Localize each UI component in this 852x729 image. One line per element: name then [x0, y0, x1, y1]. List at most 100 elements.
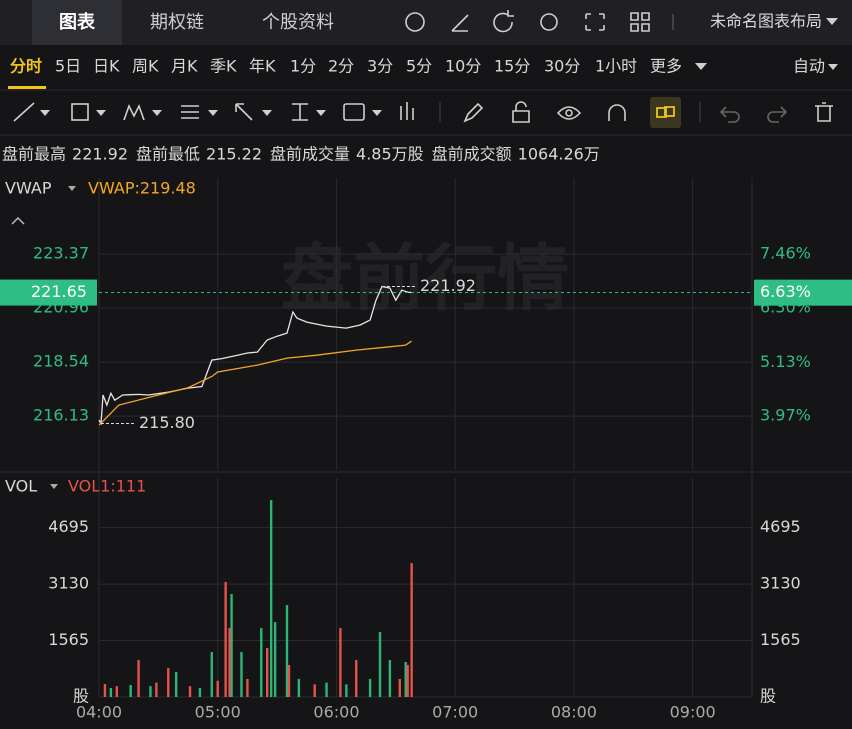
x-tick-label: 04:00: [76, 703, 122, 722]
icon[interactable]: [13, 102, 35, 122]
icon[interactable]: [463, 102, 484, 123]
top-icons[interactable]: [405, 10, 838, 70]
interval[interactable]: 3分: [367, 57, 393, 76]
x-tick-label: 06:00: [313, 703, 359, 722]
icon[interactable]: [400, 102, 414, 120]
interval[interactable]: 日K: [93, 57, 120, 76]
volume-bar: [378, 632, 382, 697]
y-tick-label: 216.13: [33, 406, 89, 425]
icon[interactable]: [71, 103, 89, 121]
interval[interactable]: 分时: [10, 57, 42, 76]
icon[interactable]: [235, 103, 253, 121]
interval[interactable]: 1小时: [595, 57, 637, 76]
volume-bar: [129, 685, 132, 697]
volume-bar: [210, 652, 213, 697]
scale-mode[interactable]: 自动: [793, 57, 825, 76]
stat-value: 221.92: [72, 145, 128, 164]
last-change-label: 6.63%: [760, 282, 811, 301]
indicator-name[interactable]: VWAP: [5, 179, 52, 198]
icon[interactable]: [493, 10, 514, 33]
dropdown-arrow[interactable]: [68, 186, 76, 191]
volume-bar: [149, 686, 152, 697]
volume-bar: [285, 605, 289, 697]
indicator-legend: VWAP:219.48: [88, 179, 196, 198]
volume-bar: [313, 684, 316, 697]
volume-bar: [339, 628, 342, 697]
interval[interactable]: 5分: [406, 57, 432, 76]
icon[interactable]: [512, 101, 530, 123]
indicator-name[interactable]: VOL: [5, 477, 37, 496]
icon[interactable]: [608, 104, 626, 121]
dropdown-arrow: [372, 110, 382, 116]
last-change-box: [754, 279, 852, 306]
icon[interactable]: [405, 12, 425, 32]
icon[interactable]: [585, 13, 605, 31]
tab[interactable]: 期权链: [150, 12, 204, 33]
volume-bar: [198, 687, 202, 697]
x-tick-label: 07:00: [432, 703, 478, 722]
interval[interactable]: 2分: [328, 57, 354, 76]
dropdown-arrow[interactable]: [50, 484, 58, 489]
tab[interactable]: 个股资料: [262, 12, 334, 33]
volume-bar: [228, 628, 231, 697]
y-tick-label: 3130: [48, 574, 89, 593]
interval[interactable]: 年K: [249, 57, 276, 76]
tab[interactable]: 图表: [59, 11, 96, 33]
icon[interactable]: [556, 106, 582, 120]
volume-bar: [325, 682, 328, 697]
interval[interactable]: 周K: [132, 57, 159, 76]
interval[interactable]: 5日: [55, 57, 81, 76]
icon[interactable]: [719, 106, 740, 123]
volume-bar: [109, 687, 113, 697]
volume-bar: [410, 563, 413, 697]
icon[interactable]: [815, 102, 833, 122]
volume-bar: [167, 668, 170, 697]
dropdown-arrow: [152, 110, 162, 116]
volume-bar: [103, 684, 107, 697]
icon[interactable]: [656, 106, 675, 118]
toolbar[interactable]: [13, 97, 833, 128]
dropdown-arrow[interactable]: [695, 63, 707, 70]
volume-bar: [368, 678, 372, 697]
icon[interactable]: [565, 109, 573, 117]
active-tab: [32, 0, 122, 45]
y-tick-label: 4695: [48, 517, 89, 536]
interval[interactable]: 1分: [290, 57, 316, 76]
stat-label: 盘前最低: [136, 145, 200, 164]
volume-bar: [230, 594, 233, 697]
collapse-icon[interactable]: [11, 216, 25, 225]
interval[interactable]: 月K: [171, 57, 198, 76]
last-price-box: [0, 279, 97, 306]
series-line: [98, 285, 412, 426]
icon[interactable]: [123, 103, 145, 121]
y-tick-label: 223.37: [33, 244, 89, 263]
stat-value: 215.22: [206, 145, 262, 164]
icon[interactable]: [767, 106, 788, 123]
volume-bar: [273, 622, 277, 697]
dropdown-arrow[interactable]: [826, 18, 838, 25]
icon[interactable]: [181, 105, 199, 119]
icon[interactable]: [292, 103, 308, 121]
y2-tick-label: 3.97%: [760, 406, 811, 425]
interval[interactable]: 15分: [494, 57, 530, 76]
layout-name[interactable]: 未命名图表布局: [710, 12, 822, 31]
icon[interactable]: [540, 13, 558, 31]
y2-tick-label: 5.13%: [760, 352, 811, 371]
volume-bar: [287, 665, 291, 697]
volume-bar: [246, 678, 249, 697]
y-tick-label: 1565: [760, 630, 801, 649]
interval[interactable]: 季K: [210, 57, 237, 76]
dropdown-arrow: [316, 110, 326, 116]
dropdown-arrow: [96, 110, 106, 116]
interval[interactable]: 30分: [544, 57, 580, 76]
annotation-label: 221.92: [420, 276, 476, 295]
icon[interactable]: [343, 103, 365, 121]
icon[interactable]: [630, 12, 650, 32]
icon[interactable]: [451, 14, 469, 32]
dropdown-arrow[interactable]: [828, 64, 838, 70]
y2-tick-label: 7.46%: [760, 244, 811, 263]
interval[interactable]: 10分: [445, 57, 481, 76]
interval[interactable]: 更多: [650, 57, 682, 76]
